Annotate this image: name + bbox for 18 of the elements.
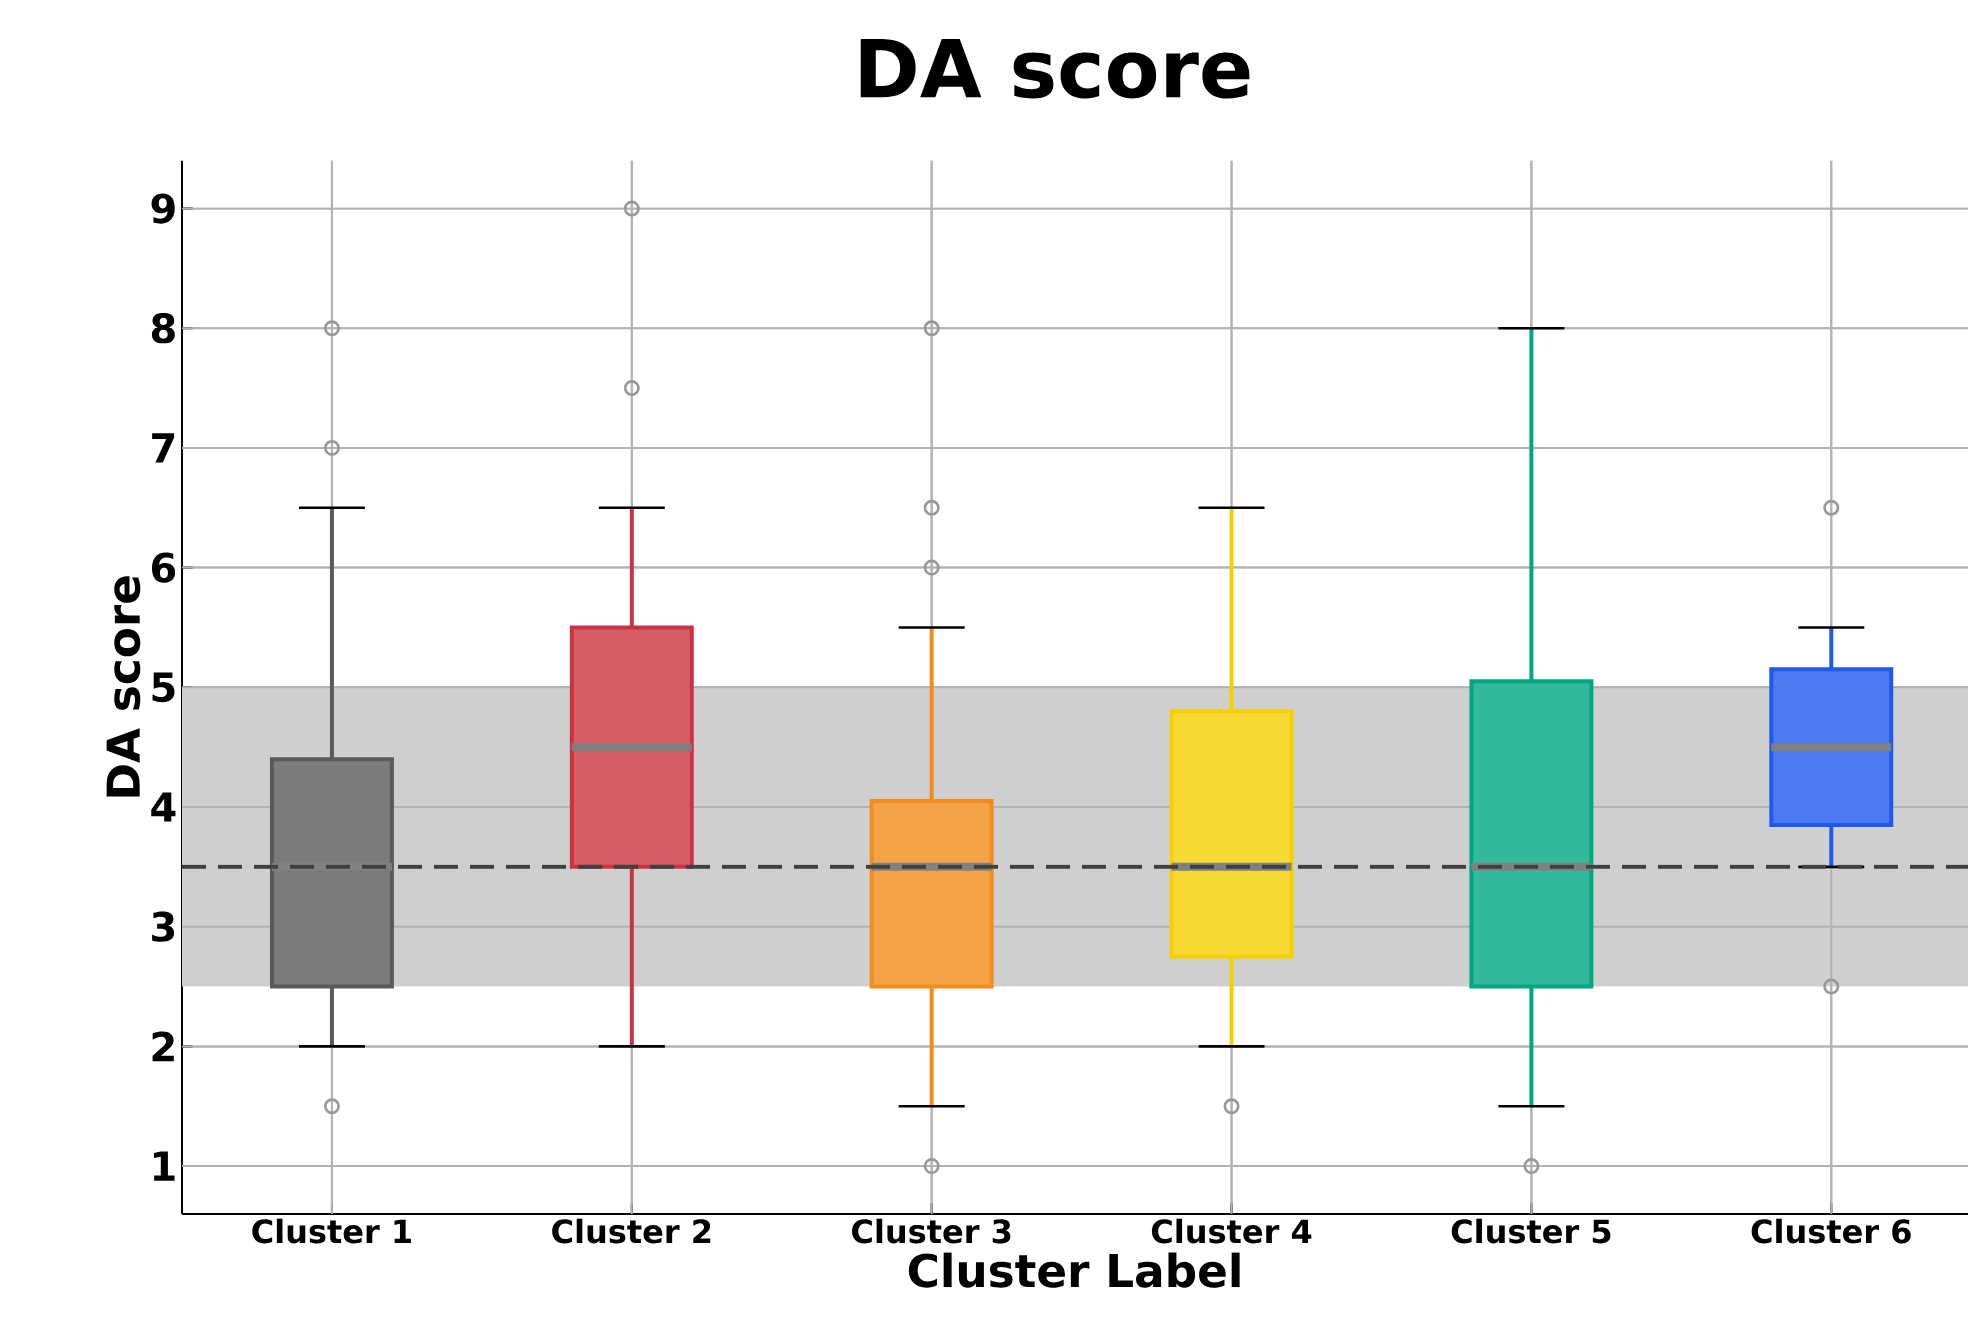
y-tick-label: 1 bbox=[153, 1151, 175, 1181]
y-axis-title: DA score bbox=[106, 576, 141, 797]
y-tick-label: 9 bbox=[151, 193, 175, 224]
x-tick-label: Cluster 2 bbox=[552, 1218, 711, 1244]
y-tick-label: 6 bbox=[151, 552, 176, 583]
y-tick-label: 5 bbox=[152, 672, 175, 703]
x-tick-label: Cluster 4 bbox=[1151, 1218, 1312, 1244]
x-tick-label: Cluster 6 bbox=[1751, 1218, 1911, 1244]
chart-title: DA score bbox=[860, 38, 1250, 99]
x-tick-label: Cluster 1 bbox=[252, 1218, 411, 1244]
y-tick-label: 4 bbox=[151, 792, 176, 822]
y-tick-label: 2 bbox=[152, 1031, 174, 1062]
x-tick-label: Cluster 5 bbox=[1451, 1218, 1611, 1244]
y-tick-label: 3 bbox=[152, 911, 175, 942]
y-tick-label: 8 bbox=[151, 313, 175, 344]
x-axis-title: Cluster Label bbox=[908, 1252, 1240, 1288]
x-tick-label: Cluster 3 bbox=[852, 1218, 1011, 1244]
y-tick-label: 7 bbox=[152, 433, 175, 463]
